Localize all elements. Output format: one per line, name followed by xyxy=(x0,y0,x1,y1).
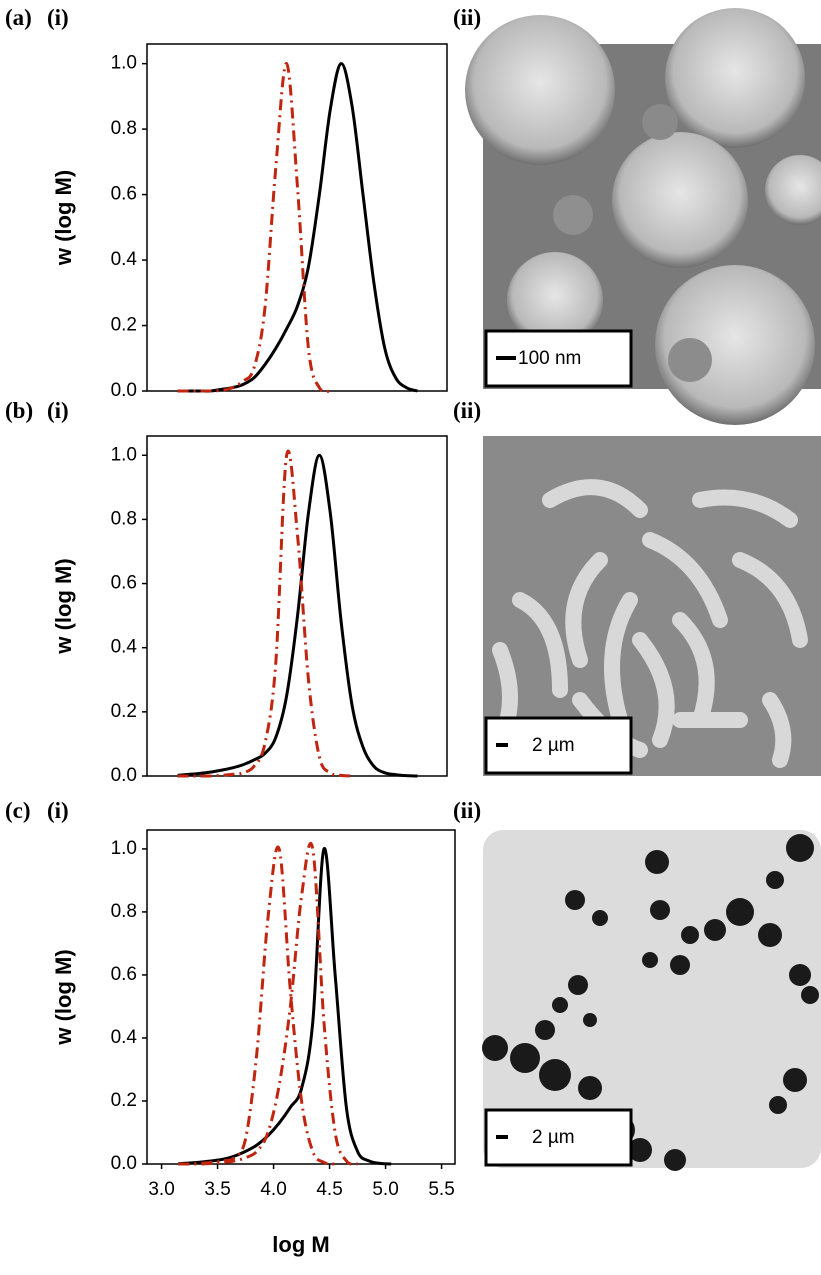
y-tick-label: 1.0 xyxy=(111,53,137,74)
y-tick-label: 0.4 xyxy=(111,249,138,270)
scale-bar-box xyxy=(484,716,633,775)
x-tick-label: 3.5 xyxy=(204,1179,230,1200)
scale-bar-label: 2 µm xyxy=(532,735,575,756)
scale-bar-box xyxy=(484,1108,633,1167)
image-label: (ii) xyxy=(453,5,481,30)
y-tick-label: 0.4 xyxy=(111,637,138,658)
y-tick-label: 0.8 xyxy=(111,901,137,922)
y-tick-label: 0.0 xyxy=(111,380,137,401)
panel-label: (a) xyxy=(5,5,32,30)
x-tick-label: 4.0 xyxy=(260,1179,286,1200)
y-tick-label: 1.0 xyxy=(111,838,137,859)
y-tick-label: 0.8 xyxy=(111,118,137,139)
plot-frame xyxy=(146,435,448,777)
y-tick-label: 0.6 xyxy=(111,964,137,985)
x-tick-label: 4.5 xyxy=(316,1179,342,1200)
y-axis-label: w (log M) xyxy=(51,170,76,266)
plot-frame xyxy=(146,43,448,392)
panel-label: (b) xyxy=(5,398,33,423)
y-tick-label: 0.6 xyxy=(111,573,137,594)
scale-bar-label: 100 nm xyxy=(518,348,581,369)
scale-bar-label: 2 µm xyxy=(532,1127,575,1148)
x-tick-label: 3.0 xyxy=(148,1179,174,1200)
y-tick-label: 0.2 xyxy=(111,315,137,336)
y-tick-label: 0.8 xyxy=(111,508,137,529)
series-line xyxy=(178,847,392,1166)
plot-frame xyxy=(146,829,456,1165)
panel-label: (c) xyxy=(5,798,31,823)
y-tick-label: 0.6 xyxy=(111,184,137,205)
y-tick-label: 0.2 xyxy=(111,1090,137,1111)
y-tick-label: 0.0 xyxy=(111,1153,137,1174)
y-tick-label: 0.4 xyxy=(111,1027,138,1048)
micrograph-a xyxy=(465,8,821,425)
image-label: (ii) xyxy=(453,398,481,423)
y-axis-label: w (log M) xyxy=(51,949,76,1045)
plot-label: (i) xyxy=(47,398,69,423)
y-tick-label: 0.2 xyxy=(111,701,137,722)
x-tick-label: 5.5 xyxy=(428,1179,454,1200)
y-axis-label: w (log M) xyxy=(51,558,76,654)
plot-label: (i) xyxy=(47,798,69,823)
y-tick-label: 1.0 xyxy=(111,444,137,465)
x-axis-label: log M xyxy=(272,1232,329,1257)
series-line xyxy=(178,841,358,1166)
image-label: (ii) xyxy=(453,798,481,823)
series-line xyxy=(177,449,353,778)
x-tick-label: 5.0 xyxy=(372,1179,398,1200)
series-line xyxy=(177,453,418,778)
series-line xyxy=(177,62,418,393)
series-line xyxy=(177,62,331,394)
micrograph-c xyxy=(482,830,821,1171)
series-line xyxy=(178,845,336,1166)
plot-label: (i) xyxy=(47,5,69,30)
y-tick-label: 0.0 xyxy=(111,765,137,786)
